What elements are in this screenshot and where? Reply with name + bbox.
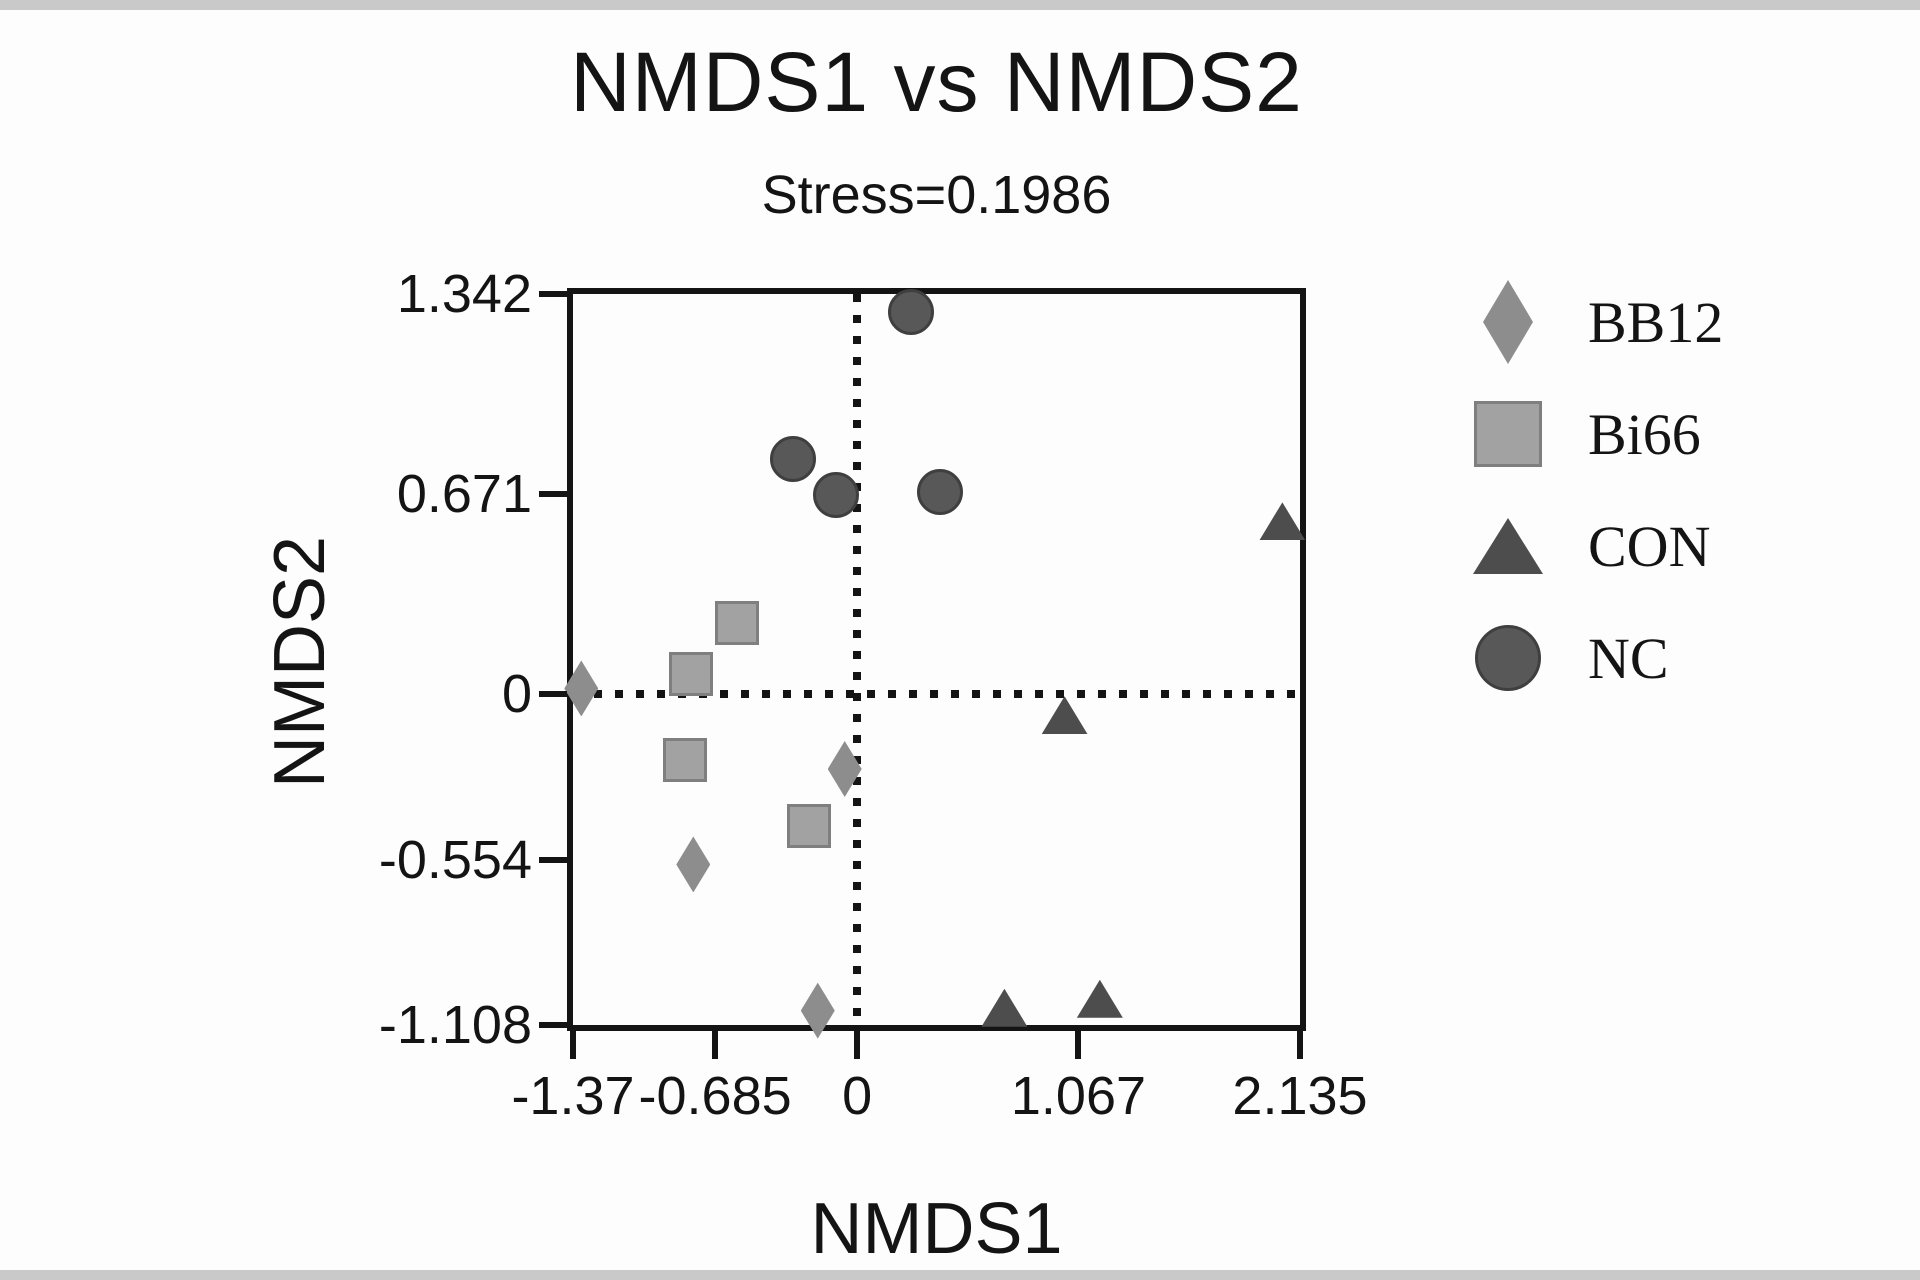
legend-item-nc: NC (1458, 602, 1723, 714)
x-zero-dotted-line (853, 294, 862, 1025)
con-data-point (1041, 696, 1088, 735)
nc-data-point (888, 289, 935, 336)
y-axis-tick (539, 691, 567, 698)
legend-label-nc: NC (1588, 625, 1669, 691)
chart-title: NMDS1 vs NMDS2 (570, 35, 1303, 129)
bi66-legend-marker (1474, 401, 1542, 467)
bi66-data-point (787, 803, 832, 848)
nc-data-point (917, 468, 964, 515)
x-tick-label: 2.135 (1232, 1066, 1368, 1126)
x-tick-label: 1.067 (1010, 1066, 1147, 1126)
con-data-point (981, 988, 1028, 1027)
x-tick-label: -1.37 (511, 1066, 635, 1126)
nc-data-point (769, 435, 816, 482)
screenshot-top-edge (0, 0, 1920, 10)
con-legend-marker (1473, 518, 1543, 574)
diamond-legend-marker-icon (1458, 280, 1558, 364)
y-axis-tick (539, 856, 567, 863)
nc-data-point (813, 471, 860, 518)
y-tick-label: -1.108 (378, 995, 532, 1055)
triangle-legend-marker-icon (1458, 518, 1558, 574)
x-axis-tick (1075, 1031, 1082, 1059)
bi66-data-point (663, 738, 707, 783)
legend-item-bb12: BB12 (1458, 266, 1723, 378)
x-axis-tick (854, 1031, 861, 1059)
legend: BB12 Bi66 CON NC (1458, 266, 1723, 714)
legend-label-con: CON (1588, 513, 1711, 579)
x-axis-tick (712, 1031, 719, 1059)
bi66-data-point (714, 600, 759, 645)
bi66-data-point (669, 651, 714, 696)
y-tick-label: 0.671 (396, 464, 532, 525)
y-axis-tick (539, 1022, 567, 1028)
bb12-legend-marker (1483, 280, 1533, 364)
y-tick-label: 0 (501, 664, 532, 725)
plot-area (564, 288, 1306, 1039)
bb12-data-point (676, 836, 711, 893)
y-tick-label: -0.554 (378, 829, 532, 890)
y-axis-tick (539, 291, 567, 297)
legend-label-bb12: BB12 (1588, 289, 1724, 355)
legend-item-bi66: Bi66 (1458, 378, 1723, 490)
con-data-point (1076, 979, 1123, 1018)
bb12-data-point (800, 982, 835, 1039)
x-tick-label: 0 (842, 1066, 873, 1126)
y-axis-tick (539, 491, 567, 498)
bb12-data-point (564, 660, 599, 717)
nc-legend-marker (1475, 625, 1541, 691)
x-axis-tick (1297, 1031, 1303, 1059)
x-tick-label: -0.685 (638, 1066, 792, 1126)
y-axis-label: NMDS2 (260, 535, 340, 789)
circle-legend-marker-icon (1458, 625, 1558, 691)
x-axis-tick (570, 1031, 576, 1059)
y-tick-label: 1.342 (396, 264, 532, 324)
y-zero-dotted-line (573, 690, 1300, 699)
chart-subtitle-stress-value: Stress=0.1986 (761, 165, 1112, 225)
legend-item-con: CON (1458, 490, 1723, 602)
x-axis-label: NMDS1 (810, 1189, 1063, 1269)
con-data-point (1259, 502, 1306, 541)
screenshot-bottom-edge (0, 1270, 1920, 1280)
square-legend-marker-icon (1458, 401, 1558, 467)
legend-label-bi66: Bi66 (1588, 401, 1701, 467)
